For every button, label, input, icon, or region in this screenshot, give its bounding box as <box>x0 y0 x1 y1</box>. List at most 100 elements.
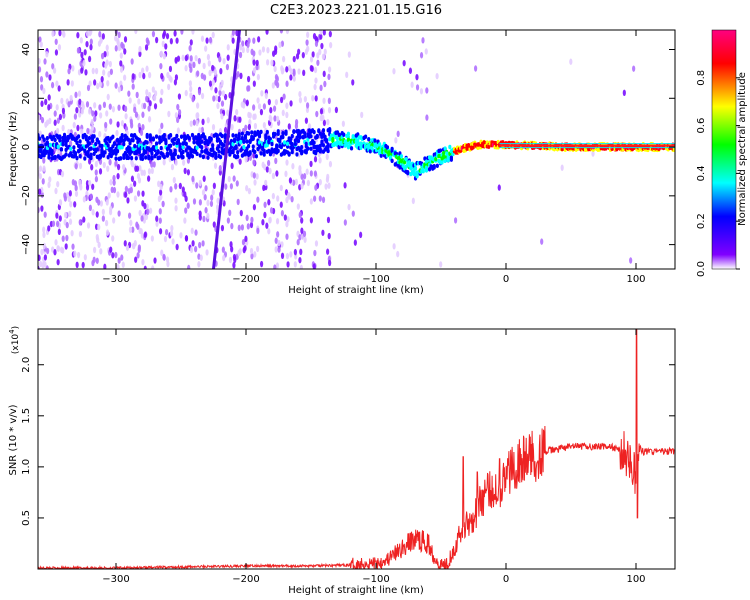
noise-cell <box>140 169 144 176</box>
noise-cell <box>238 51 243 59</box>
noise-cell <box>353 239 357 246</box>
noise-cell <box>160 249 164 256</box>
noise-cell <box>67 67 71 75</box>
noise-cell <box>145 37 149 44</box>
noise-cell <box>90 118 94 126</box>
noise-cell <box>68 210 72 218</box>
noise-cell <box>275 218 280 225</box>
noise-cell <box>274 98 278 106</box>
noise-cell <box>197 261 201 268</box>
signal-cell <box>245 139 249 144</box>
noise-cell <box>274 79 278 86</box>
noise-cell <box>144 44 149 51</box>
colorbar: 0.0 0.2 0.4 0.6 0.8 Normalized spectral ampl… <box>696 29 748 277</box>
noise-cell <box>347 203 351 211</box>
noise-cell <box>143 265 147 269</box>
signal-cell <box>290 133 294 139</box>
noise-cell <box>236 198 240 206</box>
noise-cell <box>309 170 313 177</box>
signal-cell <box>317 128 321 133</box>
noise-cell <box>211 123 216 131</box>
noise-cell <box>271 172 276 180</box>
noise-cell <box>252 159 256 166</box>
noise-cell <box>221 90 225 97</box>
noise-cell <box>101 215 105 222</box>
signal-cell <box>128 146 132 151</box>
signal-cell <box>119 156 123 161</box>
signal-cell <box>284 131 288 136</box>
noise-cell <box>89 193 93 200</box>
noise-cell <box>114 82 118 89</box>
snr-xlabel: Height of straight line (km) <box>288 585 424 596</box>
noise-cell <box>186 202 190 209</box>
noise-cell <box>141 67 145 74</box>
noise-cell <box>275 262 280 269</box>
signal-cell <box>312 140 316 145</box>
noise-cell <box>419 88 424 95</box>
noise-cell <box>135 91 139 99</box>
noise-cell <box>200 35 205 42</box>
noise-cell <box>67 101 71 108</box>
noise-cell <box>269 207 274 214</box>
noise-cell <box>300 217 304 224</box>
noise-cell <box>273 115 277 122</box>
noise-cell <box>285 30 290 35</box>
noise-cell <box>195 112 199 119</box>
noise-cell <box>137 98 141 105</box>
noise-cell <box>292 68 296 75</box>
noise-cell <box>277 239 281 247</box>
signal-cell <box>247 143 251 149</box>
signal-cell <box>203 135 207 140</box>
noise-cell <box>158 208 162 215</box>
noise-cell <box>351 79 355 86</box>
noise-cell <box>88 179 92 187</box>
noise-cell <box>292 55 296 63</box>
noise-cell <box>287 123 291 130</box>
noise-cell <box>120 41 124 49</box>
signal-cell <box>164 138 168 143</box>
noise-cell <box>151 30 156 38</box>
noise-cell <box>38 188 42 195</box>
noise-cell <box>47 181 51 189</box>
noise-cell <box>189 120 193 127</box>
signal-cell <box>92 134 96 139</box>
noise-cell <box>313 195 317 202</box>
noise-cell <box>313 66 318 74</box>
noise-cell <box>211 64 215 72</box>
noise-cell <box>318 178 322 186</box>
noise-cell <box>241 46 245 54</box>
noise-cell <box>123 48 127 55</box>
noise-cell <box>124 113 128 120</box>
signal-cell <box>259 129 263 135</box>
signal-cell <box>50 152 54 157</box>
signal-cell <box>154 134 159 139</box>
noise-cell <box>40 248 44 256</box>
noise-cell <box>169 38 173 45</box>
noise-cell <box>189 246 194 254</box>
noise-cell <box>321 114 325 121</box>
noise-cell <box>80 128 84 135</box>
colorbar-gradient <box>711 29 737 270</box>
noise-cell <box>173 79 178 86</box>
noise-cell <box>109 179 113 186</box>
noise-cell <box>85 184 90 191</box>
signal-cell <box>50 148 54 154</box>
signal-cell <box>130 155 134 161</box>
noise-cell <box>47 94 51 101</box>
noise-cell <box>195 119 199 127</box>
noise-cell <box>270 59 274 67</box>
noise-cell <box>50 81 55 89</box>
signal-cell <box>181 144 185 150</box>
noise-cell <box>218 56 222 63</box>
colorbar-tick-label: 0.0 <box>696 261 707 277</box>
signal-cell <box>162 154 166 160</box>
signal-cell <box>300 144 304 150</box>
signal-cell <box>165 152 170 158</box>
noise-cell <box>396 250 400 258</box>
noise-cell <box>94 110 98 117</box>
noise-cell <box>130 160 135 168</box>
noise-cell <box>104 121 108 129</box>
noise-cell <box>115 129 119 137</box>
noise-cell <box>213 68 218 76</box>
signal-cell <box>303 134 307 139</box>
